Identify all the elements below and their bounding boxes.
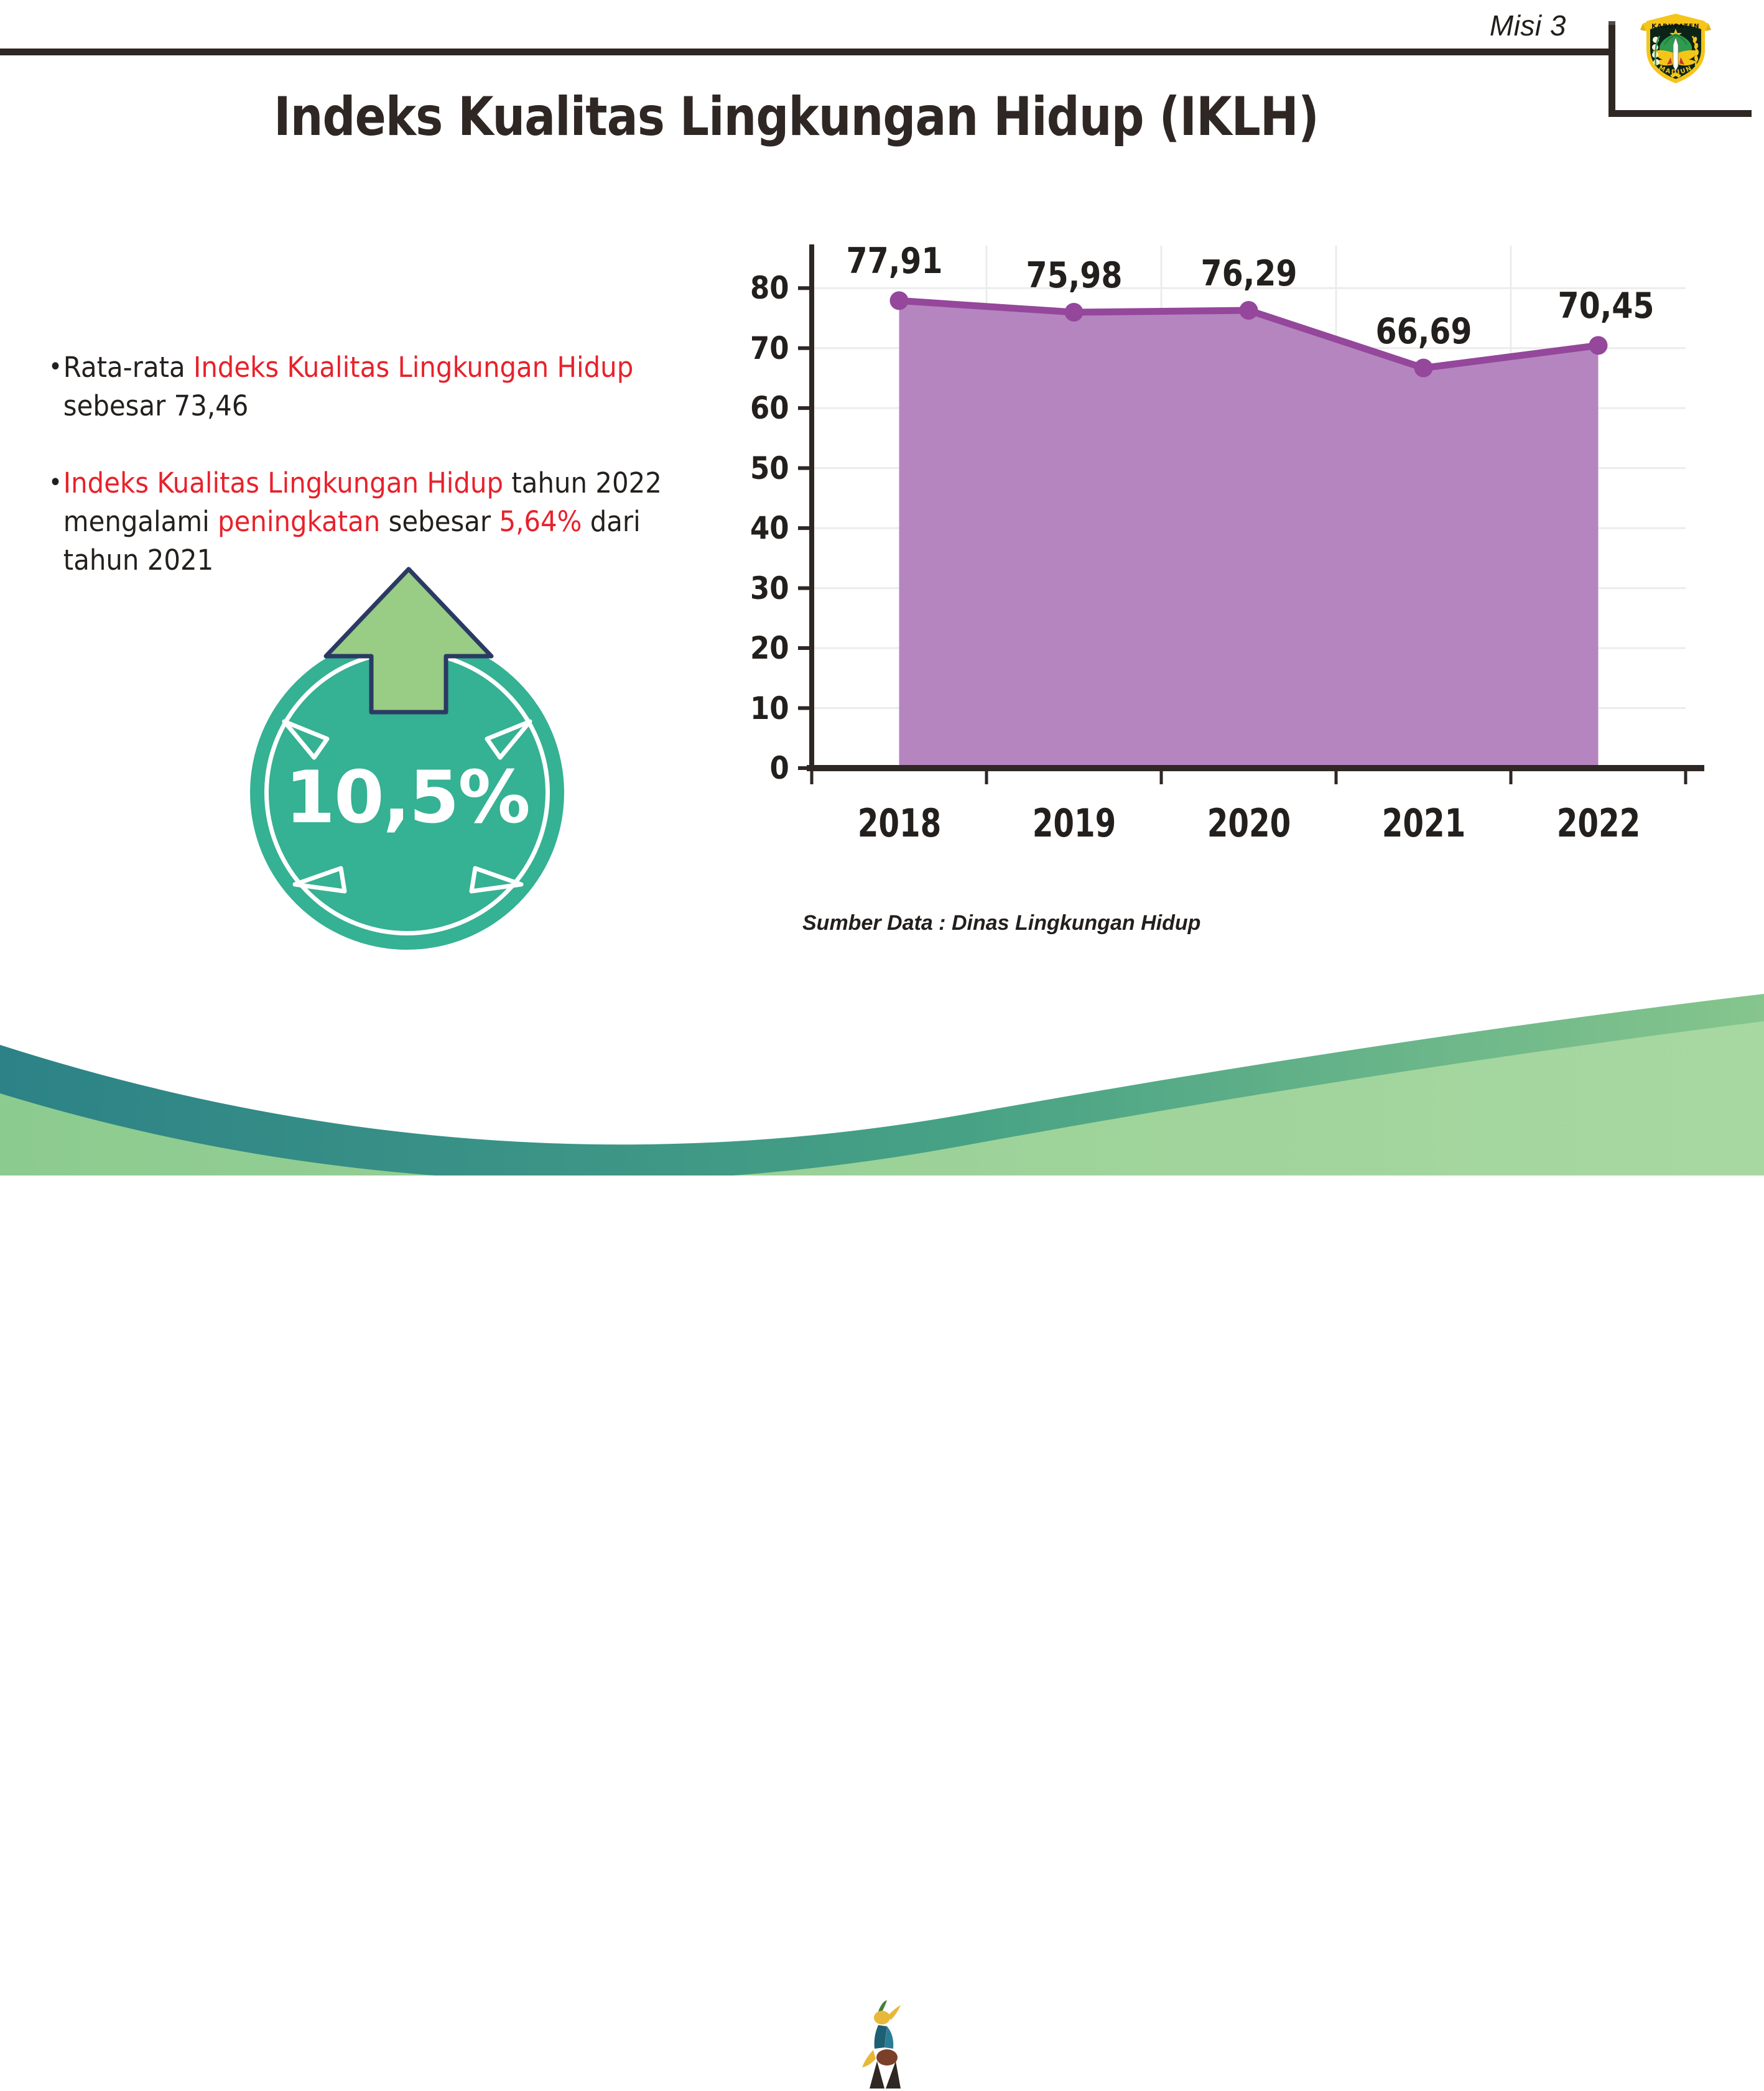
list-item: • Rata-rata Indeks Kualitas Lingkungan H… (49, 348, 690, 425)
bracket-vertical-cap (1608, 21, 1615, 26)
iklh-area-chart: 0 10 20 30 40 50 60 70 80 2018 2019 2020 2021 2022 7… (737, 221, 1707, 905)
x-axis-tick-label: 2018 (857, 800, 941, 846)
badge-value: 10,5% (285, 756, 530, 840)
growth-badge: 10,5% (233, 563, 582, 950)
y-axis-tick-label: 70 (750, 330, 789, 366)
highlighted-text: peningkatan (218, 505, 381, 539)
y-axis-tick-label: 10 (750, 690, 789, 726)
plain-text: Rata-rata (63, 351, 193, 384)
footer-waves (0, 994, 1764, 1175)
chart-area-series (896, 297, 1602, 768)
y-axis-tick-label: 0 (769, 750, 789, 786)
plain-text: sebesar (380, 505, 499, 539)
y-axis-tick-label: 40 (750, 510, 789, 547)
y-axis-tick-label: 60 (750, 390, 789, 427)
y-axis-tick-label: 50 (750, 450, 789, 486)
svg-text:KABUPATEN: KABUPATEN (1651, 23, 1699, 30)
chart-tick-marks (798, 286, 1687, 784)
bullet-marker: • (49, 468, 62, 498)
x-axis-tick-label: 2020 (1207, 800, 1291, 846)
y-axis-tick-label: 80 (750, 270, 789, 307)
plain-text: tahun 2022 mengalami (63, 466, 662, 539)
data-point-label: 76,29 (1200, 253, 1297, 295)
bracket-vertical (1608, 25, 1615, 117)
list-item: • Indeks Kualitas Lingkungan Hidup tahun… (49, 464, 690, 580)
page-title: Indeks Kualitas Lingkungan Hidup (IKLH) (274, 86, 1319, 148)
bullet-text: Rata-rata Indeks Kualitas Lingkungan Hid… (63, 348, 690, 425)
misi-label: Misi 3 (1489, 9, 1566, 42)
bullet-text: Indeks Kualitas Lingkungan Hidup tahun 2… (63, 464, 690, 580)
bracket-horizontal (1608, 110, 1752, 117)
bullet-marker: • (49, 353, 62, 381)
footer-text: Media Infografis Data Statistik Sektoral… (922, 2020, 1625, 2052)
highlighted-text: 5,64% (499, 505, 582, 539)
y-axis-tick-label: 30 (750, 570, 789, 606)
chart-data-markers (889, 291, 1608, 378)
data-point-label: 77,91 (845, 241, 943, 282)
x-axis-tick-label: 2022 (1556, 800, 1640, 846)
x-axis-tick-label: 2021 (1381, 800, 1465, 846)
plain-text: dari tahun 2021 (63, 505, 641, 577)
highlighted-text: Indeks Kualitas Lingkungan Hidup (63, 466, 504, 500)
statistics-figure-icon (862, 2000, 901, 2089)
x-axis-tick-label: 2019 (1032, 800, 1116, 846)
chart-axes (807, 244, 1704, 771)
y-axis-tick-label: 20 (750, 630, 789, 667)
chart-source-note: Sumber Data : Dinas Lingkungan Hidup (802, 911, 1201, 935)
misi-bracket (1608, 21, 1764, 117)
plain-text: sebesar 73,46 (63, 389, 249, 423)
data-point-label: 75,98 (1025, 255, 1123, 297)
chart-canvas (798, 244, 1704, 784)
data-point-label: 70,45 (1557, 285, 1655, 327)
header-divider-rule (0, 49, 1611, 55)
footer: Media Infografis Data Statistik Sektoral… (0, 927, 1764, 2089)
data-point-label: 66,69 (1375, 310, 1472, 352)
up-arrow-icon (323, 567, 494, 715)
highlighted-text: Indeks Kualitas Lingkungan Hidup (193, 351, 634, 384)
kabupaten-madiun-emblem-icon: KABUPATEN MADIUN (1639, 5, 1712, 86)
badge-corner-arrows (282, 719, 532, 894)
summary-bullet-list: • Rata-rata Indeks Kualitas Lingkungan H… (49, 348, 739, 580)
